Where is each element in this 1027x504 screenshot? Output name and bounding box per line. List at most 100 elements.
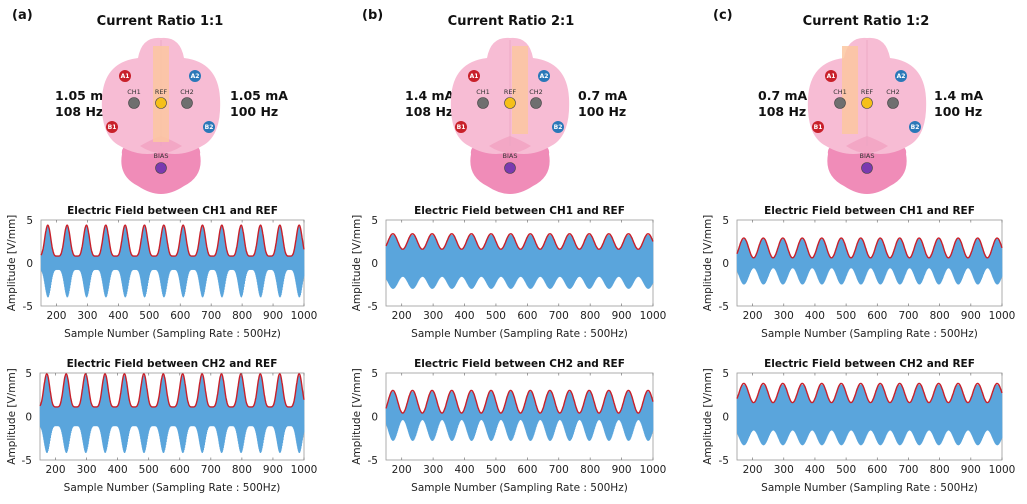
x-tick-label: 400	[108, 310, 128, 322]
b2-electrode-label: B2	[205, 124, 214, 131]
b2-electrode-label: B2	[911, 124, 920, 131]
y-tick-label: -5	[719, 455, 729, 467]
y-tick-label: 0	[722, 412, 729, 424]
brain-diagram-c: CH1 REF CH2 A1 A2 B1 B2 BIAS	[807, 37, 927, 194]
y-tick-label: -5	[719, 301, 729, 313]
ref-electrode	[504, 97, 516, 109]
y-tick-label: 0	[371, 258, 378, 270]
left-current: 0.7 mA	[758, 88, 808, 103]
plot-b-ch2-ref: 200 300 400 500 600 700 800 900 1000 -5 0 5 Electric…	[351, 358, 667, 494]
ch1-label: CH1	[476, 88, 490, 96]
y-tick-label: -5	[368, 455, 378, 467]
ref-label: REF	[155, 88, 168, 96]
brain-diagram-a: CH1 REF CH2 A1 A2 B1 B2 BIAS	[101, 37, 221, 194]
ref-label: REF	[504, 88, 517, 96]
bias-electrode	[504, 162, 516, 174]
x-tick-label: 1000	[640, 464, 667, 476]
envelope-line	[736, 237, 1003, 259]
left-frequency: 108 Hz	[55, 104, 104, 119]
b2-electrode	[552, 121, 564, 133]
x-tick-label: 800	[580, 464, 600, 476]
y-axis-label: Amplitude [V/mm]	[351, 368, 363, 465]
panel-c-letter: (c)	[713, 8, 733, 23]
right-frequency: 100 Hz	[578, 104, 627, 119]
x-tick-label: 1000	[291, 464, 318, 476]
a2-electrode-label: A2	[897, 73, 906, 80]
x-tick-label: 700	[898, 310, 918, 322]
panel-b-left-stim: 1.4 mA 108 Hz	[405, 88, 454, 120]
x-tick-label: 1000	[291, 310, 318, 322]
x-tick-label: 600	[517, 464, 537, 476]
a2-electrode	[538, 70, 550, 82]
y-tick-label: 5	[26, 215, 33, 227]
panel-a-left-stim: 1.05 mA 108 Hz	[55, 88, 113, 120]
envelope-line	[385, 389, 654, 414]
panel-c-title: Current Ratio 1:2	[802, 14, 930, 29]
x-tick-label: 600	[170, 310, 190, 322]
bias-electrode	[861, 162, 873, 174]
y-tick-label: 5	[371, 368, 378, 380]
right-current: 1.05 mA	[230, 88, 288, 103]
ch1-electrode	[477, 97, 489, 109]
x-tick-label: 800	[232, 464, 252, 476]
x-tick-label: 600	[867, 464, 887, 476]
y-axis-label: Amplitude [V/mm]	[702, 368, 714, 465]
ch1-electrode	[834, 97, 846, 109]
right-frequency: 100 Hz	[934, 104, 983, 119]
x-tick-label: 1000	[989, 310, 1016, 322]
a1-electrode-label: A1	[827, 73, 836, 80]
y-tick-label: 0	[26, 258, 33, 270]
x-tick-label: 500	[139, 310, 159, 322]
y-tick-label: -5	[368, 301, 378, 313]
ch2-label: CH2	[529, 88, 543, 96]
panel-a-right-stim: 1.05 mA 100 Hz	[230, 88, 288, 120]
x-tick-label: 700	[201, 310, 221, 322]
x-tick-label: 300	[77, 310, 97, 322]
ref-strip	[842, 46, 858, 134]
x-tick-label: 400	[455, 464, 475, 476]
x-tick-label: 1000	[989, 464, 1016, 476]
y-tick-label: -5	[22, 455, 32, 467]
ref-label: REF	[861, 88, 874, 96]
right-frequency: 100 Hz	[230, 104, 279, 119]
x-axis-label: Sample Number (Sampling Rate : 500Hz)	[64, 482, 281, 494]
left-frequency: 108 Hz	[758, 104, 807, 119]
signal-line	[736, 239, 1003, 285]
plot-c-ch2-ref: 200 300 400 500 600 700 800 900 1000 -5 0 5 Electric…	[702, 358, 1016, 494]
x-tick-label: 900	[612, 464, 632, 476]
plot-title: Electric Field between CH1 and REF	[414, 205, 625, 217]
ch1-label: CH1	[833, 88, 847, 96]
envelope-line	[40, 224, 305, 257]
panel-b-right-stim: 0.7 mA 100 Hz	[578, 88, 627, 120]
x-tick-label: 1000	[640, 310, 667, 322]
b1-electrode-label: B1	[108, 124, 117, 131]
b2-electrode	[909, 121, 921, 133]
b2-electrode-label: B2	[554, 124, 563, 131]
right-current: 1.4 mA	[934, 88, 984, 103]
plot-title: Electric Field between CH2 and REF	[764, 358, 975, 370]
y-axis-label: Amplitude [V/mm]	[702, 215, 714, 312]
bias-label: BIAS	[154, 152, 169, 160]
x-tick-label: 300	[423, 310, 443, 322]
b1-electrode	[106, 121, 118, 133]
b1-electrode-label: B1	[814, 124, 823, 131]
ref-strip	[512, 46, 528, 134]
envelope-line	[39, 373, 305, 408]
x-tick-label: 200	[743, 310, 763, 322]
signal-line	[40, 226, 305, 298]
ref-electrode	[155, 97, 167, 109]
bias-electrode	[155, 162, 167, 174]
x-tick-label: 700	[201, 464, 221, 476]
x-tick-label: 800	[930, 310, 950, 322]
x-tick-label: 300	[774, 464, 794, 476]
panel-b-title: Current Ratio 2:1	[447, 14, 575, 29]
right-current: 0.7 mA	[578, 88, 628, 103]
x-axis-label: Sample Number (Sampling Rate : 500Hz)	[761, 328, 978, 340]
x-tick-label: 900	[961, 464, 981, 476]
x-tick-label: 500	[139, 464, 159, 476]
x-tick-label: 300	[423, 464, 443, 476]
ref-strip	[153, 46, 169, 142]
ch2-electrode	[530, 97, 542, 109]
a2-electrode-label: A2	[191, 73, 200, 80]
ch2-label: CH2	[886, 88, 900, 96]
